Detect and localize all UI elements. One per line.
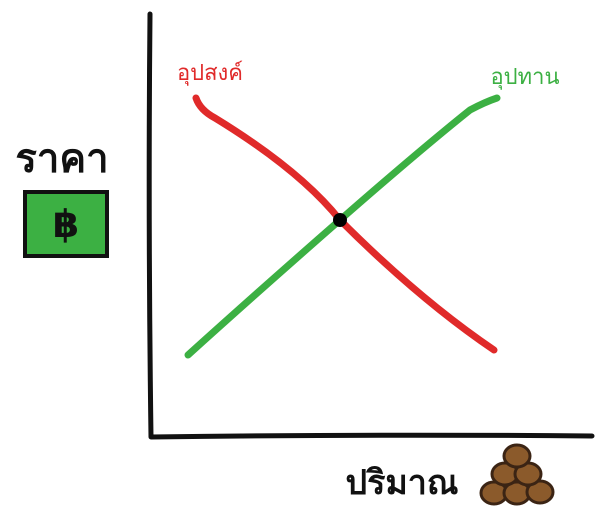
equilibrium-point xyxy=(333,213,347,227)
svg-text:฿: ฿ xyxy=(53,202,79,246)
banknote-icon: ฿ xyxy=(25,192,107,256)
y-axis-label: ราคา xyxy=(15,136,108,182)
x-axis-label: ปริมาณ xyxy=(346,463,459,503)
demand-label: อุปสงค์ xyxy=(177,61,243,86)
supply-label: อุปทาน xyxy=(490,65,559,90)
diagram: อุปสงค์ อุปทาน ราคา ฿ ปริมาณ xyxy=(0,0,596,506)
